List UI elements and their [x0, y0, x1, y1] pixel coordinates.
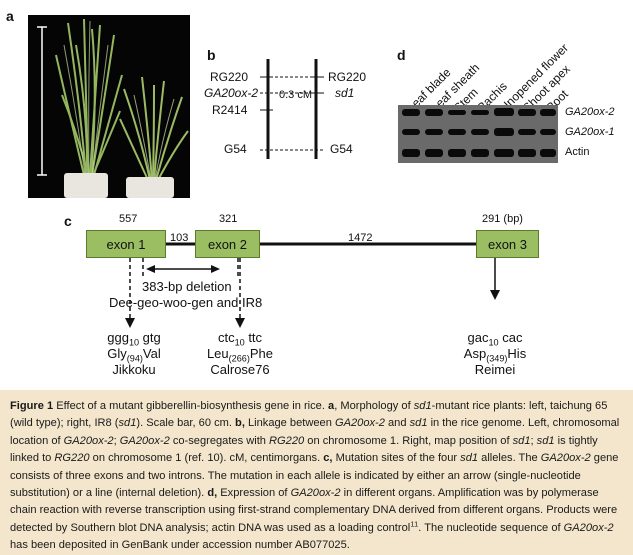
panel-d-letter: d: [397, 47, 406, 63]
gel-band: [518, 109, 536, 116]
panel-b-letter: b: [207, 47, 216, 63]
exon-2-box: exon 2: [195, 230, 260, 258]
gel-band: [402, 109, 420, 116]
allele-jikkoku: ggg10 gtg Gly(94)Val Jikkoku: [94, 330, 174, 378]
amino-acid-change: Gly(94)Val: [107, 346, 161, 364]
gel-band: [540, 129, 556, 135]
panel-a-letter: a: [6, 8, 14, 24]
codon-change: gac10 cac: [467, 330, 523, 348]
gel-band: [425, 129, 443, 135]
rice-plants-illustration: [28, 15, 190, 198]
amino-acid-change: Leu(266)Phe: [206, 346, 274, 364]
left-ga20ox2-label: GA20ox-2: [204, 86, 259, 100]
gel-band: [494, 108, 514, 116]
gel-band: [425, 109, 443, 116]
left-r2414-label: R2414: [212, 103, 248, 117]
cultivar-name: Reimei: [474, 362, 516, 377]
gel-band: [540, 149, 556, 157]
codon-change: ggg10 gtg: [107, 330, 161, 348]
figure-label: Figure 1: [10, 400, 54, 412]
gel-band: [494, 128, 514, 136]
linkage-distance-label: 0.3 cM: [279, 89, 313, 101]
codon-change: ctc10 ttc: [217, 330, 263, 348]
gel-band: [402, 149, 420, 157]
gel-band: [471, 149, 489, 157]
gel-band: [448, 129, 466, 135]
rice-plants-photo: [28, 15, 190, 198]
gel-band: [425, 149, 443, 157]
exon2-length: 321: [219, 213, 238, 225]
figure-area: a: [6, 8, 615, 378]
gel-band: [540, 109, 556, 116]
deletion-cultivars-label: Dee-geo-woo-gen and IR8: [109, 295, 263, 310]
left-rg220-label: RG220: [210, 70, 249, 84]
gel-band: [448, 149, 466, 157]
gel-band: [448, 110, 466, 115]
amino-acid-change: Asp(349)His: [463, 346, 527, 364]
intron2-length: 1472: [348, 232, 373, 244]
gel-band: [494, 149, 514, 157]
gel-band: [518, 129, 536, 135]
gel-row-label: GA20ox-2: [565, 106, 615, 118]
gel-band: [402, 129, 420, 135]
figure-caption: Figure 1 Effect of a mutant gibberellin-…: [0, 390, 633, 555]
right-g54-label: G54: [330, 142, 353, 156]
gel-band: [471, 110, 489, 115]
gel-row-label: GA20ox-1: [565, 126, 615, 138]
exon3-length: 291 (bp): [482, 213, 523, 225]
southern-blot-gel: [398, 105, 558, 163]
linkage-map-diagram: [260, 59, 324, 159]
allele-calrose76: ctc10 ttc Leu(266)Phe Calrose76: [200, 330, 280, 378]
exon-1-box: exon 1: [86, 230, 166, 258]
gene-structure-diagram: [125, 242, 500, 328]
exon-3-box: exon 3: [476, 230, 539, 258]
panel-c-letter: c: [64, 213, 72, 229]
gel-band: [518, 149, 536, 157]
gel-band: [471, 129, 489, 135]
right-rg220-label: RG220: [328, 70, 367, 84]
right-sd1-label: sd1: [335, 86, 355, 100]
exon1-length: 557: [119, 213, 138, 225]
deletion-label: 383-bp deletion: [142, 279, 232, 294]
allele-reimei: gac10 cac Asp(349)His Reimei: [455, 330, 535, 378]
cultivar-name: Calrose76: [210, 362, 270, 377]
left-g54-label: G54: [224, 142, 247, 156]
intron1-length: 103: [170, 232, 189, 244]
cultivar-name: Jikkoku: [112, 362, 156, 377]
gel-row-label: Actin: [565, 146, 590, 158]
